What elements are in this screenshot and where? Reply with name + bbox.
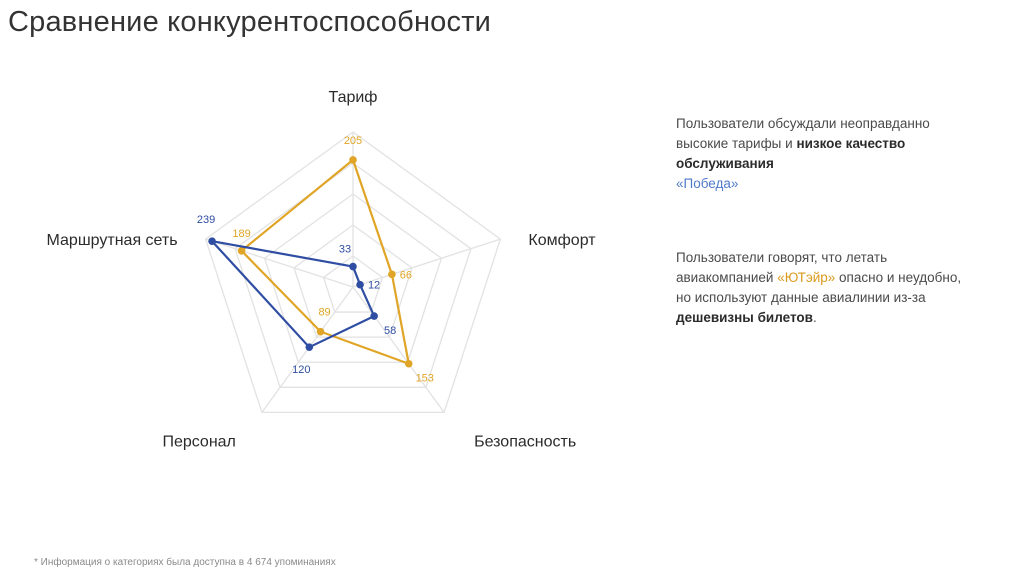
grid-ring [234, 162, 472, 388]
grid-ring [293, 224, 413, 338]
note2-text2: опасно и неудобно, но используют данные … [676, 270, 962, 305]
data-point [349, 262, 357, 271]
data-label: 12 [368, 280, 380, 292]
axis-label: Безопасность [474, 433, 576, 450]
data-point [404, 359, 413, 368]
insight-note-utair: Пользователи говорят, что летать авиаком… [676, 248, 976, 328]
data-label: 33 [339, 244, 351, 256]
data-point [305, 343, 314, 351]
grid-spoke [352, 238, 501, 288]
data-label: 189 [232, 228, 250, 240]
series-line-1 [210, 240, 376, 349]
note1-bold: низкое качество обслуживания [676, 136, 906, 171]
data-label: 239 [197, 214, 215, 226]
data-label: 58 [384, 325, 396, 337]
note2-brand: «ЮТэйр» [777, 270, 836, 285]
grid-spoke [205, 238, 354, 288]
data-point [349, 156, 357, 164]
radar-axis-labels: Тариф Комфорт Безопасность Персонал Маршрутн… [47, 89, 597, 450]
note2-text1: Пользователи говорят, что летать авиаком… [676, 250, 888, 285]
data-point [237, 246, 246, 255]
page-title: Сравнение конкурентоспособности [8, 6, 492, 38]
series-line-0 [240, 158, 410, 365]
radar-grid [204, 131, 502, 414]
insight-note-pobeda: Пользователи обсуждали неоправданно высо… [676, 114, 976, 194]
grid-ring [204, 131, 502, 414]
note1-text: Пользователи обсуждали неоправданно высо… [676, 116, 930, 151]
data-point [316, 327, 325, 336]
note2-bold: дешевизны билетов [676, 310, 813, 325]
data-label: 66 [400, 269, 412, 281]
axis-label: Комфорт [528, 232, 596, 249]
data-label: 120 [292, 364, 310, 376]
data-point [370, 312, 378, 320]
grid-ring [263, 193, 443, 363]
footnote: * Информация о категориях была доступна … [34, 557, 336, 568]
grid-ring [322, 255, 384, 313]
data-label: 89 [318, 307, 330, 319]
data-point [356, 280, 364, 289]
note2-text3: . [812, 310, 817, 325]
axis-label: Тариф [329, 89, 378, 106]
axis-label: Персонал [162, 433, 235, 450]
data-point [208, 237, 216, 246]
axis-label: Маршрутная сеть [47, 232, 178, 249]
data-label: 205 [344, 135, 362, 147]
grid-spoke [352, 286, 445, 413]
radar-series: 205 66 153 89 189 33 12 58 120 239 [197, 135, 434, 385]
data-point [388, 270, 396, 279]
note1-brand: «Победа» [676, 176, 739, 191]
data-label: 153 [416, 373, 434, 385]
